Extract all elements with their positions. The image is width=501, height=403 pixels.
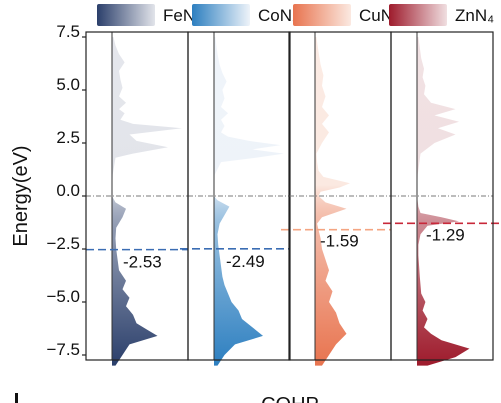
cohp-area-con (214, 37, 284, 366)
y-tick-label: −5.0 (46, 287, 80, 306)
panels: -2.53 -2.49 -1.59 -1.29 (85, 31, 501, 366)
y-axis: 7.5 5.0 2.5 0.0 −2.5 −5.0 −7.5 (46, 22, 80, 359)
legend-swatch-fen4 (97, 4, 155, 26)
cohp-area-cun (315, 37, 350, 366)
y-axis-title: Energy(eV) (10, 145, 32, 246)
y-tick-label: −7.5 (46, 340, 80, 359)
cohp-area-znn (417, 37, 470, 366)
y-tick-label: 5.0 (56, 75, 80, 94)
band-center-label-znn: -1.29 (426, 225, 465, 244)
legend: FeN₄ CoN₄ CuN₄ ZnN₄ (97, 4, 494, 26)
legend-swatch-cun4 (293, 4, 351, 26)
band-center-label-fen: -2.53 (123, 253, 162, 272)
panel-tag-mark (15, 393, 18, 403)
y-tick-label: 7.5 (56, 22, 80, 41)
panel-con: -2.49 (180, 31, 291, 366)
legend-swatch-znn4 (389, 4, 447, 26)
y-tick-label: −2.5 (46, 234, 80, 253)
y-tick-label: 2.5 (56, 128, 80, 147)
cohp-area-fen (112, 37, 182, 366)
panel-znn: -1.29 (383, 31, 501, 366)
legend-item-fen4: FeN₄ (97, 4, 202, 26)
y-tick-label: 0.0 (56, 181, 80, 200)
panel-fen: -2.53 (85, 31, 189, 366)
x-axis-title: COHP (261, 394, 319, 403)
legend-swatch-con4 (192, 4, 250, 26)
panel-cun: -1.59 (281, 31, 392, 366)
legend-label-znn4: ZnN₄ (455, 6, 494, 25)
panel-frame-znn (390, 31, 494, 361)
legend-label-con4: CoN₄ (258, 6, 299, 25)
y-axis-ticks (82, 36, 86, 356)
legend-item-znn4: ZnN₄ (389, 4, 494, 26)
legend-item-cun4: CuN₄ (293, 4, 400, 26)
band-center-label-con: -2.49 (226, 252, 265, 271)
band-center-label-cun: -1.59 (320, 232, 359, 251)
legend-item-con4: CoN₄ (192, 4, 299, 26)
